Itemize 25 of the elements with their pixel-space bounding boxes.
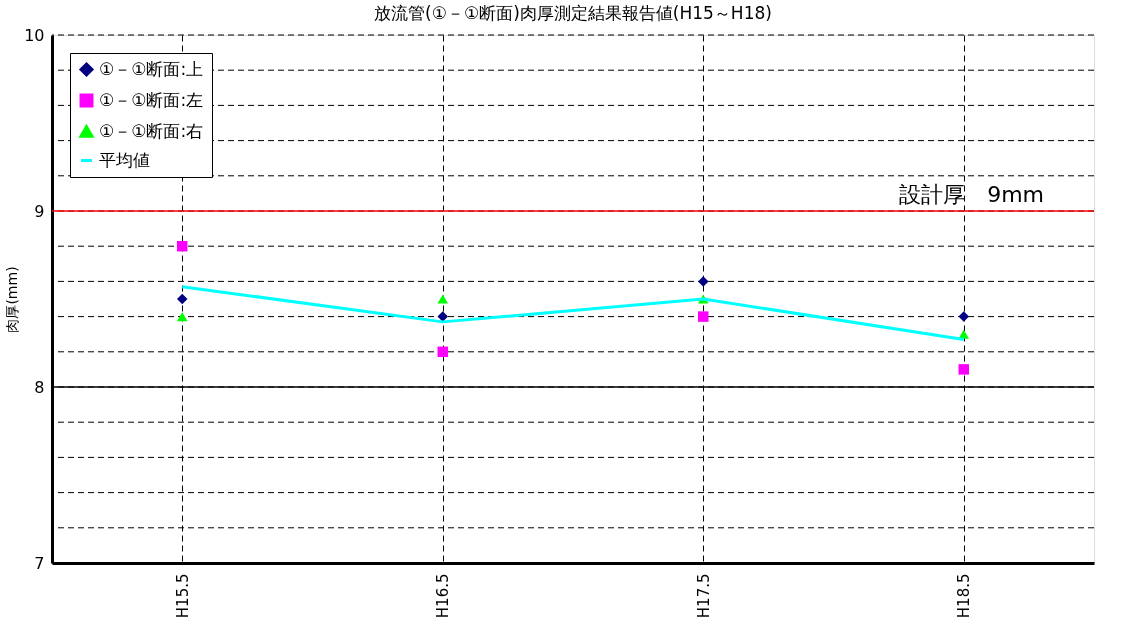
point — [437, 294, 448, 304]
legend-label: ①－①断面:左 — [99, 89, 204, 110]
y-tick-label: 10 — [24, 25, 45, 45]
point — [958, 364, 969, 375]
x-tick-label: H17.5 — [694, 573, 713, 619]
point — [958, 311, 969, 322]
point — [177, 312, 188, 322]
point — [437, 346, 448, 358]
x-tick-label: H15.5 — [173, 573, 192, 619]
legend-label: 平均値 — [99, 149, 150, 170]
x-tick-label: H18.5 — [955, 573, 974, 619]
chart-title: 放流管(①－①断面)肉厚測定結果報告値(H15～H18) — [374, 3, 772, 23]
point — [698, 276, 709, 287]
point — [698, 311, 709, 322]
point — [177, 240, 188, 252]
y-tick-label: 8 — [34, 377, 45, 397]
point — [437, 311, 448, 322]
legend-label: ①－①断面:右 — [99, 120, 204, 141]
y-tick-label: 7 — [34, 553, 45, 573]
point — [177, 293, 188, 305]
y-axis-title: 肉厚(mm) — [4, 266, 21, 333]
x-tick-label: H16.5 — [434, 573, 453, 619]
ref-line-label: 設計厚 9mm — [899, 182, 1044, 207]
y-tick-label: 9 — [34, 201, 45, 221]
legend-label: ①－①断面:上 — [99, 58, 204, 79]
